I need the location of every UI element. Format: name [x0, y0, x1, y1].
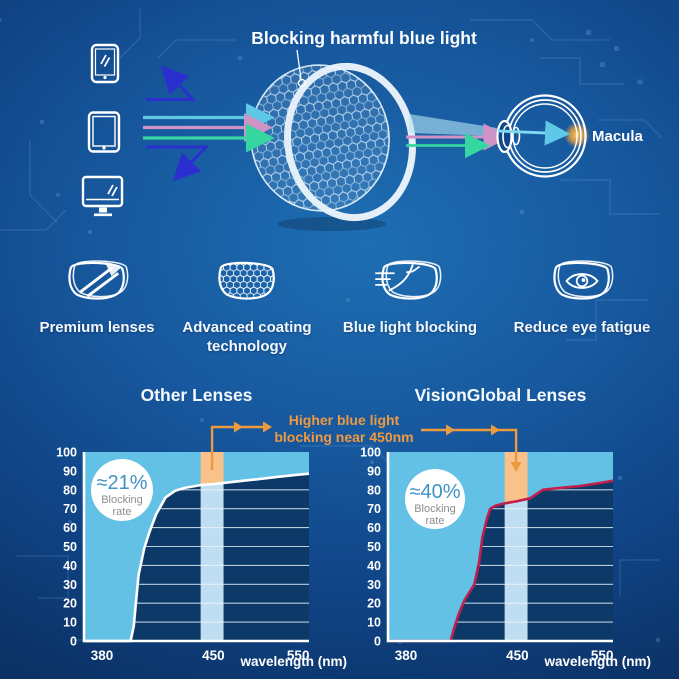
- blocking-rate-badge: [405, 469, 465, 529]
- y-tick-label: 20: [63, 597, 77, 611]
- feature-reduce-eye-fatigue: Reduce eye fatigue: [487, 253, 677, 337]
- y-tick-label: 40: [63, 559, 77, 573]
- y-tick-label: 100: [56, 446, 77, 460]
- advanced-coating-lens-icon: [218, 261, 275, 300]
- macula-label: Macula: [592, 128, 644, 145]
- coated-lens: [250, 64, 390, 212]
- y-tick-label: 90: [367, 464, 381, 478]
- blue-light-blocking-lens-icon: [375, 260, 442, 300]
- lens-shadow: [278, 217, 386, 231]
- y-tick-label: 30: [63, 578, 77, 592]
- y-tick-label: 60: [367, 521, 381, 535]
- badge-label: rate: [113, 506, 132, 518]
- hero-diagram: Blocking harmful blue light Macula: [81, 28, 644, 231]
- y-tick-label: 0: [374, 635, 381, 649]
- eye-diagram: [496, 94, 590, 178]
- x-tick-label: 380: [395, 648, 418, 663]
- reflected-blue-arrow-bottom: [146, 145, 210, 182]
- reduce-eye-fatigue-lens-icon: [553, 260, 614, 300]
- reflected-blue-arrow-top: [146, 65, 197, 101]
- y-tick-label: 0: [70, 635, 77, 649]
- x-tick-label: 380: [91, 648, 114, 663]
- y-tick-label: 60: [63, 521, 77, 535]
- x-axis-title: wavelength (nm): [239, 654, 347, 669]
- monitor-icon: [81, 175, 124, 217]
- feature-advanced-coating: Advanced coating technology: [152, 253, 342, 356]
- badge-label: Blocking: [101, 494, 143, 506]
- badge-label: Blocking: [414, 503, 456, 515]
- title-leader-line: [296, 49, 302, 80]
- features-row: Premium lenses Advanced coating technolo…: [0, 253, 679, 363]
- arrowhead-right: [234, 421, 243, 433]
- premium-lens-icon: [68, 260, 129, 300]
- y-tick-label: 30: [367, 578, 381, 592]
- hero-title: Blocking harmful blue light: [251, 28, 477, 48]
- y-tick-label: 50: [63, 540, 77, 554]
- tablet-icon: [87, 111, 121, 153]
- blocking-rate-badge: [91, 459, 153, 521]
- cyan-beam: [409, 114, 497, 136]
- arrowhead-right: [491, 424, 500, 436]
- y-tick-label: 50: [367, 540, 381, 554]
- y-tick-label: 100: [360, 446, 381, 460]
- y-tick-label: 80: [63, 483, 77, 497]
- y-tick-label: 10: [63, 616, 77, 630]
- arrowhead-right: [263, 421, 272, 433]
- annotation-line1: Higher blue light: [289, 412, 400, 428]
- feature-label: Advanced coating technology: [182, 319, 312, 355]
- feature-label: Reduce eye fatigue: [513, 319, 651, 336]
- blocking-curve: [84, 472, 310, 643]
- smartphone-icon: [90, 43, 120, 84]
- badge-label: rate: [426, 515, 445, 527]
- x-tick-label: 450: [202, 648, 225, 663]
- y-tick-label: 40: [367, 559, 381, 573]
- y-tick-label: 90: [63, 464, 77, 478]
- chart-title: Other Lenses: [141, 385, 253, 405]
- cyan-ray-to-macula: [497, 120, 571, 146]
- axes: [82, 452, 309, 643]
- feature-label: Premium lenses: [39, 319, 155, 336]
- annotation-connector-left: [210, 425, 264, 470]
- annotation-line2: blocking near 450nm: [274, 429, 413, 445]
- chart-title: VisionGlobal Lenses: [415, 385, 587, 405]
- badge-value: ≈21%: [96, 472, 147, 494]
- crystalline-lens: [511, 126, 521, 146]
- y-tick-label: 70: [63, 502, 77, 516]
- x-tick-label: 450: [506, 648, 529, 663]
- x-tick-label: 550: [287, 648, 310, 663]
- badge-value: ≈40%: [409, 481, 460, 503]
- y-tick-label: 10: [367, 616, 381, 630]
- x-axis-title: wavelength (nm): [543, 654, 651, 669]
- feature-label: Blue light blocking: [342, 319, 478, 336]
- y-tick-label: 70: [367, 502, 381, 516]
- x-tick-label: 550: [591, 648, 614, 663]
- arrowhead-down: [510, 462, 522, 472]
- blocking-curve: [388, 479, 614, 643]
- arrowhead-right: [446, 424, 455, 436]
- y-tick-label: 20: [367, 597, 381, 611]
- title-leader-dot: [297, 78, 307, 88]
- feature-blue-light-blocking: Blue light blocking: [315, 253, 505, 337]
- y-tick-label: 80: [367, 483, 381, 497]
- band-highlight-above-curve: [504, 452, 528, 504]
- axes: [386, 452, 613, 643]
- feature-premium-lenses: Premium lenses: [2, 253, 192, 337]
